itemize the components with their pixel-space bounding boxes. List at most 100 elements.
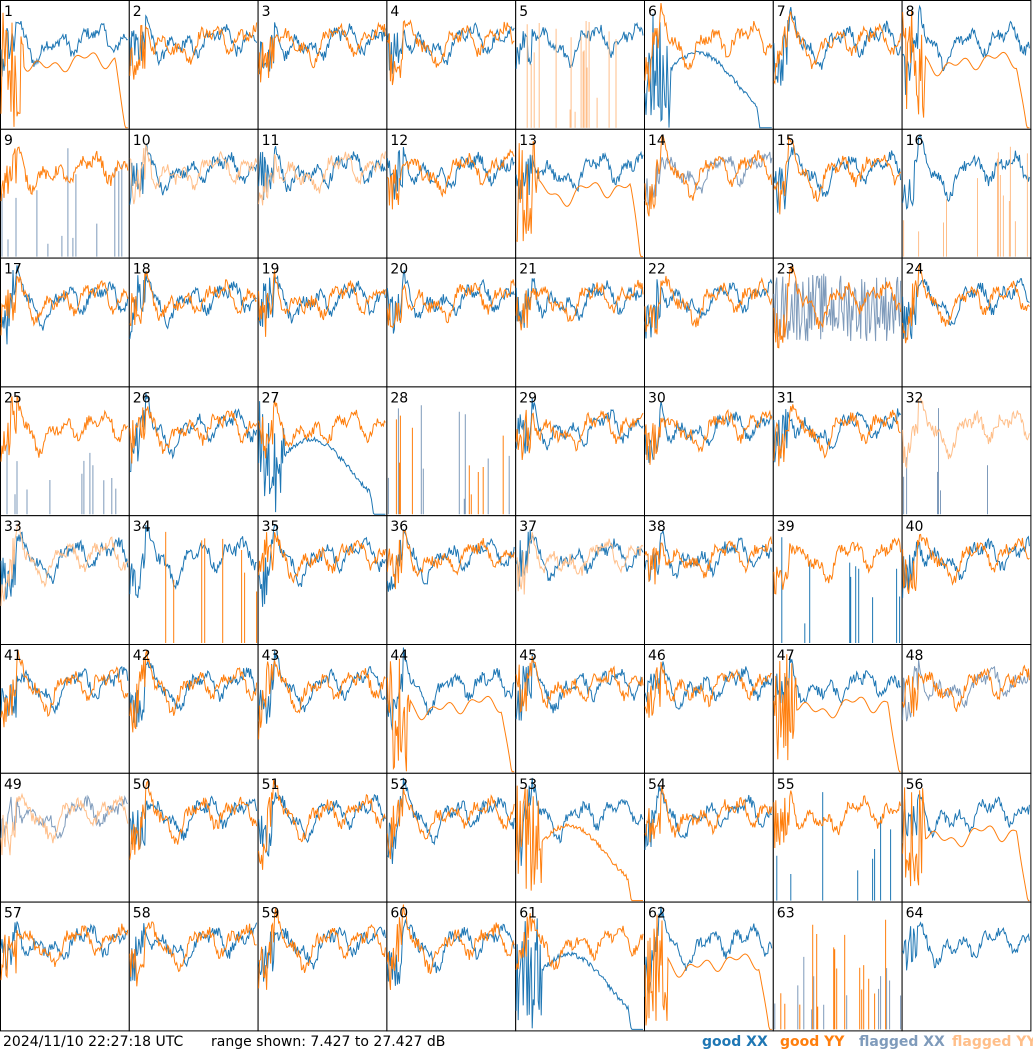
panel-label: 35 <box>262 519 280 535</box>
panel-label: 47 <box>777 648 795 664</box>
series-good-yy <box>644 535 773 585</box>
series-good-yy <box>644 661 772 718</box>
panel-frame <box>0 901 130 1032</box>
panel-37: 37 <box>515 515 646 646</box>
panel-frame <box>386 644 517 774</box>
panel-27: 27 <box>257 386 388 517</box>
panel-frame <box>128 0 259 130</box>
series-good-yy <box>773 266 902 349</box>
panel-46: 46 <box>644 644 774 774</box>
panel-label: 18 <box>133 262 151 278</box>
series-good-yy <box>258 270 386 337</box>
series-flagged-xx <box>773 273 902 342</box>
series-good-yy <box>129 921 257 987</box>
series-good-xx <box>515 777 644 866</box>
panel-frame <box>128 386 259 517</box>
panel-label: 6 <box>648 4 657 20</box>
series-flagged-yy <box>902 396 1030 469</box>
panel-32: 32 <box>901 386 1032 517</box>
panel-label: 42 <box>133 648 151 664</box>
panel-label: 23 <box>777 262 795 278</box>
panel-frame <box>128 128 259 259</box>
panel-frame <box>772 0 903 130</box>
panel-frame <box>901 644 1032 774</box>
panel-2: 2 <box>128 0 259 130</box>
series-good-yy <box>644 135 773 217</box>
panel-label: 48 <box>906 648 924 664</box>
panel-24: 24 <box>901 257 1032 388</box>
panel-label: 32 <box>906 390 924 406</box>
panel-60: 60 <box>386 901 517 1032</box>
series-good-xx <box>515 278 644 328</box>
series-good-xx <box>902 535 1030 599</box>
panel-frame <box>644 386 774 517</box>
series-good-yy <box>902 263 1030 344</box>
panel-label: 55 <box>777 777 795 793</box>
legend-flagged-yy: flagged YY <box>952 1034 1033 1050</box>
panel-28: 28 <box>386 386 517 517</box>
panel-frame <box>386 386 517 517</box>
series-good-xx <box>515 398 644 454</box>
panel-47: 47 <box>772 644 903 774</box>
series-flagged-yy <box>0 792 129 856</box>
panel-label: 51 <box>262 777 280 793</box>
timestamp: 2024/11/10 22:27:18 UTC <box>3 1034 184 1050</box>
series-flagged-xx <box>0 794 129 840</box>
panel-label: 41 <box>4 648 22 664</box>
panel-frame <box>386 0 517 130</box>
series-good-xx <box>644 661 773 710</box>
panel-label: 54 <box>648 777 666 793</box>
panel-frame <box>515 257 646 388</box>
panel-48: 48 <box>901 644 1032 774</box>
series-good-yy <box>258 21 386 83</box>
series-good-yy <box>258 907 386 990</box>
series-good-yy <box>515 913 644 971</box>
series-good-xx <box>773 656 901 711</box>
series-good-xx <box>129 922 258 982</box>
panel-label: 37 <box>519 519 537 535</box>
series-flagged-yy <box>526 21 617 128</box>
panel-label: 30 <box>648 390 666 406</box>
panel-62: 62 <box>644 901 774 1032</box>
series-good-yy <box>258 660 386 740</box>
series-good-yy <box>0 650 129 728</box>
panel-label: 46 <box>648 648 666 664</box>
panel-58: 58 <box>128 901 259 1032</box>
series-good-yy <box>386 658 515 773</box>
series-good-yy <box>129 22 258 80</box>
panel-label: 62 <box>648 906 666 922</box>
panel-7: 7 <box>772 0 903 130</box>
panel-frame <box>901 772 1032 903</box>
panel-label: 50 <box>133 777 151 793</box>
series-good-xx <box>902 4 1030 95</box>
series-good-yy <box>386 279 515 329</box>
panel-label: 64 <box>906 906 924 922</box>
panel-15: 15 <box>772 128 903 259</box>
panel-10: 10 <box>128 128 259 259</box>
series-good-xx <box>644 401 773 463</box>
panel-frame <box>386 901 517 1032</box>
series-good-xx <box>0 531 129 600</box>
series-good-yy <box>129 780 258 860</box>
panel-label: 40 <box>906 519 924 535</box>
panel-frame <box>0 386 130 517</box>
series-good-yy <box>644 2 773 92</box>
panel-30: 30 <box>644 386 774 517</box>
panel-frame <box>386 257 517 388</box>
panel-label: 3 <box>262 4 271 20</box>
series-flagged-xx <box>902 659 1030 722</box>
series-good-xx <box>386 529 515 592</box>
series-good-yy <box>0 923 129 981</box>
series-flagged-yy <box>258 151 386 206</box>
panel-9: 9 <box>0 128 130 259</box>
panel-frame <box>901 901 1032 1032</box>
panel-63: 63 <box>772 901 903 1032</box>
panel-42: 42 <box>128 644 259 774</box>
panel-5: 5 <box>515 0 646 130</box>
panel-label: 59 <box>262 906 280 922</box>
series-good-xx <box>0 666 129 718</box>
series-good-yy <box>129 650 258 733</box>
panel-64: 64 <box>901 901 1032 1032</box>
series-good-yy <box>780 919 887 1030</box>
